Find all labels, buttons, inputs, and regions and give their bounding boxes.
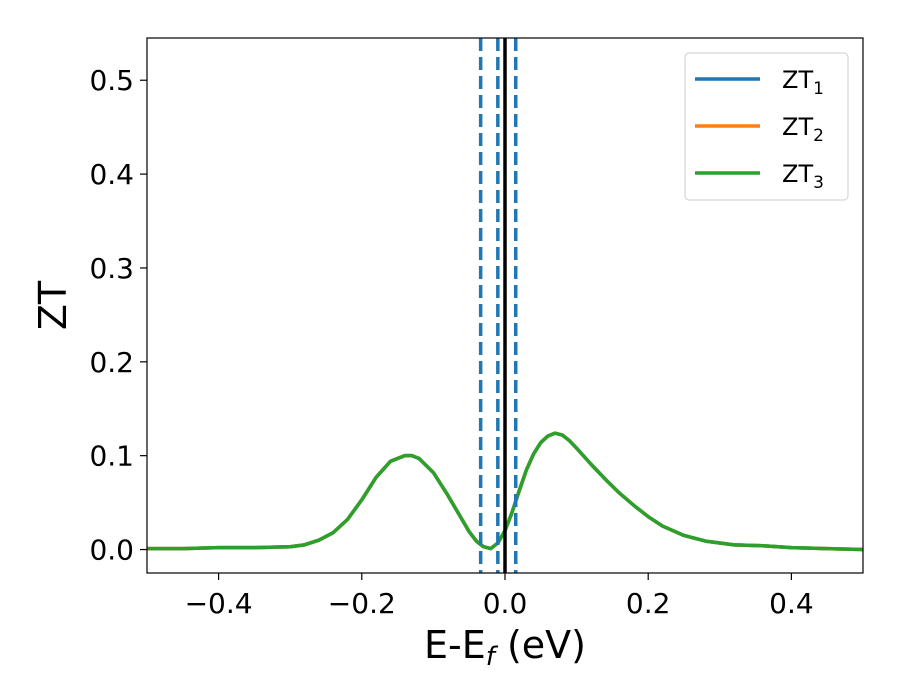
y-tick-label: 0.2 bbox=[89, 346, 134, 379]
x-axis-label-unit: (eV) bbox=[495, 623, 586, 667]
y-tick-label: 0.4 bbox=[89, 158, 134, 191]
y-tick-label: 0.3 bbox=[89, 252, 134, 285]
y-tick-label: 0.1 bbox=[89, 440, 134, 473]
legend-label-3: ZT3 bbox=[782, 160, 824, 193]
legend-label-1: ZT1 bbox=[782, 66, 824, 99]
y-tick-label: 0.0 bbox=[89, 534, 134, 567]
x-tick-label: 0.2 bbox=[626, 587, 671, 620]
legend-label-2: ZT2 bbox=[782, 113, 824, 146]
axis-ticks: −0.4 −0.2 0.0 0.2 0.4 0.0 0.1 0.2 0.3 0.4 0.5 bbox=[89, 64, 813, 620]
y-tick-label: 0.5 bbox=[89, 64, 134, 97]
legend-box bbox=[684, 52, 849, 201]
x-tick-label: 0.0 bbox=[483, 587, 528, 620]
x-axis-label: E-Ef (eV) bbox=[424, 623, 586, 672]
legend: ZT1 ZT2 ZT3 bbox=[684, 52, 849, 201]
x-tick-label: 0.4 bbox=[769, 587, 814, 620]
x-tick-label: −0.2 bbox=[328, 587, 396, 620]
x-axis-label-main: E-E bbox=[424, 623, 486, 667]
y-axis-label: ZT bbox=[31, 280, 75, 330]
plot-area bbox=[147, 38, 863, 573]
x-tick-label: −0.4 bbox=[185, 587, 253, 620]
